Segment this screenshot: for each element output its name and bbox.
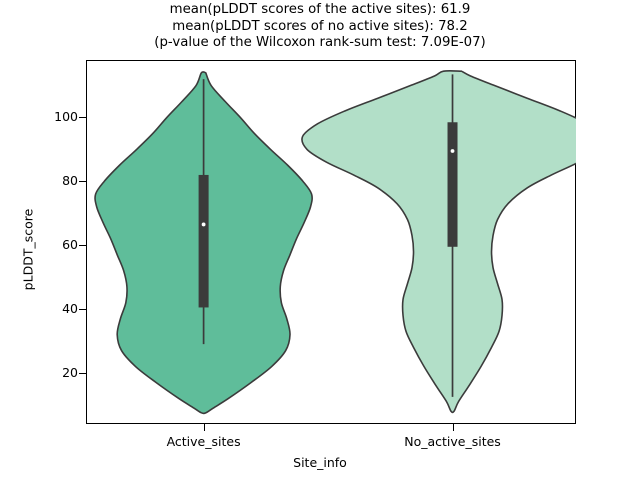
y-axis-title: pLDDT_score: [20, 208, 36, 291]
y-tick-label: 60: [62, 237, 78, 253]
x-tick-mark: [203, 424, 205, 431]
y-tick-label: 100: [54, 109, 78, 125]
y-tick-label: 20: [62, 364, 78, 380]
x-tick-label: Active_sites: [166, 434, 241, 449]
x-tick-mark: [452, 424, 454, 431]
y-tick-mark: [79, 117, 86, 119]
y-tick-mark: [79, 181, 86, 183]
y-tick-label: 80: [62, 173, 78, 189]
y-tick-mark: [79, 245, 86, 247]
violin-body: [301, 70, 576, 414]
title-line-2: mean(pLDDT scores of no active sites): 7…: [172, 18, 468, 34]
boxplot-iqr-box: [447, 122, 458, 247]
violin-series-layer: [94, 70, 576, 415]
x-axis-title: Site_info: [293, 455, 347, 470]
y-tick-mark: [79, 372, 86, 374]
title-line-1: mean(pLDDT scores of the active sites): …: [169, 2, 471, 17]
boxplot-iqr-box: [198, 174, 209, 308]
boxplot-median-marker: [450, 149, 455, 153]
boxplot-median-marker: [201, 222, 206, 227]
violin-no-active-sites: [301, 70, 576, 414]
figure-title: mean(pLDDT scores of the active sites): …: [0, 2, 640, 52]
y-tick-mark: [79, 309, 86, 311]
violin-active-sites: [94, 71, 313, 415]
title-line-3: (p-value of the Wilcoxon rank-sum test: …: [154, 35, 486, 50]
x-tick-label: No_active_sites: [404, 434, 501, 449]
y-tick-label: 40: [62, 301, 78, 317]
